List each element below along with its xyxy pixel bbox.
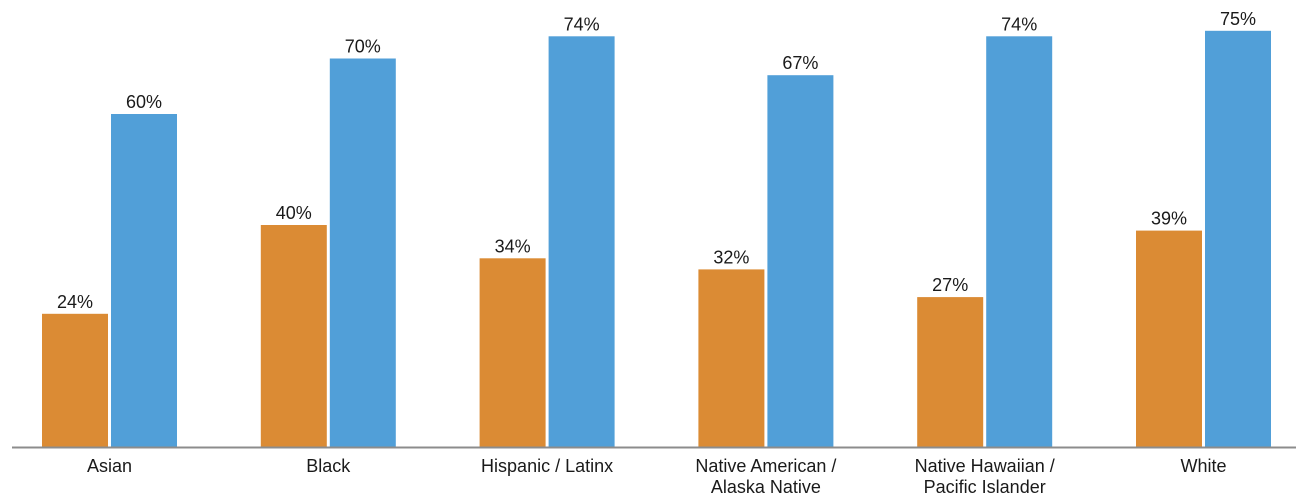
category-label-line: Hispanic / Latinx	[481, 456, 613, 476]
bar-asian-series-2	[111, 114, 177, 447]
category-label-line: Native Hawaiian /	[915, 456, 1055, 476]
value-label-asian-series-1: 24%	[57, 292, 93, 312]
value-label-native-american-alaska-native-series-2: 67%	[782, 53, 818, 73]
bars-layer	[42, 30, 1271, 448]
value-label-native-american-alaska-native-series-1: 32%	[713, 247, 749, 267]
category-label-hispanic-latinx: Hispanic / Latinx	[481, 456, 613, 476]
category-label-white: White	[1180, 456, 1226, 476]
value-label-native-hawaiian-pacific-islander-series-2: 74%	[1001, 14, 1037, 34]
bar-black-series-1	[260, 225, 327, 447]
value-labels-layer: 24% 60% 40% 70% 34% 74% 32% 67% 27% 74% 39% 75%	[57, 9, 1256, 312]
value-label-hispanic-latinx-series-2: 74%	[564, 14, 600, 34]
category-labels-layer: Asian Black Hispanic / Latinx Native Americ…	[87, 456, 1227, 497]
bar-native-american-alaska-native-series-1	[698, 269, 765, 447]
category-label-line: Alaska Native	[711, 477, 821, 497]
category-label-line: White	[1180, 456, 1226, 476]
bar-hispanic-latinx-series-1	[479, 258, 546, 447]
bar-native-hawaiian-pacific-islander-series-2	[986, 36, 1053, 448]
value-label-native-hawaiian-pacific-islander-series-1: 27%	[932, 275, 968, 295]
bar-native-american-alaska-native-series-2	[767, 75, 834, 447]
value-label-black-series-2: 70%	[345, 37, 381, 57]
value-label-black-series-1: 40%	[276, 203, 312, 223]
bar-black-series-2	[329, 58, 396, 447]
category-label-line: Native American /	[695, 456, 836, 476]
category-label-native-american-alaska-native: Native American / Alaska Native	[695, 456, 836, 497]
category-label-line: Pacific Islander	[924, 477, 1046, 497]
category-label-line: Black	[306, 456, 351, 476]
category-label-black: Black	[306, 456, 351, 476]
bar-asian-series-1	[42, 313, 108, 447]
category-label-asian: Asian	[87, 456, 132, 476]
category-label-native-hawaiian-pacific-islander: Native Hawaiian / Pacific Islander	[915, 456, 1055, 497]
value-label-hispanic-latinx-series-1: 34%	[495, 236, 531, 256]
category-label-line: Asian	[87, 456, 132, 476]
bar-white-series-2	[1205, 30, 1271, 448]
value-label-asian-series-2: 60%	[126, 92, 162, 112]
value-label-white-series-2: 75%	[1220, 9, 1256, 29]
bar-white-series-1	[1136, 230, 1202, 447]
bar-native-hawaiian-pacific-islander-series-1	[917, 297, 984, 447]
bar-hispanic-latinx-series-2	[548, 36, 615, 448]
value-label-white-series-1: 39%	[1151, 209, 1187, 229]
